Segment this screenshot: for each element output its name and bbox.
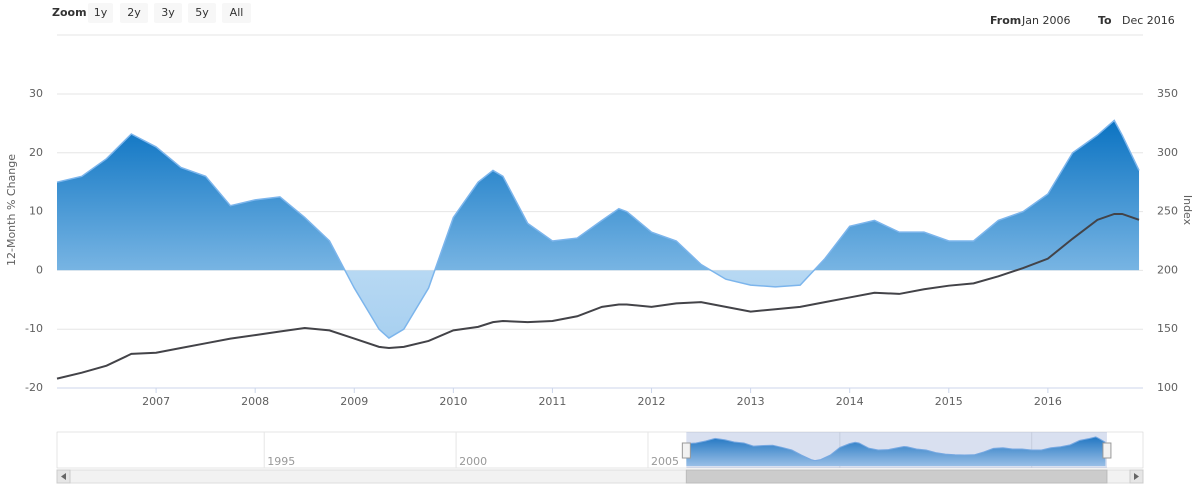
x-tick-label: 2016 [1034,395,1062,408]
navigator-mask[interactable] [686,432,1107,468]
zoom-button[interactable]: 2y [120,3,148,23]
zoom-button-bg [120,3,148,23]
navigator-handle[interactable] [681,442,691,459]
zoom-button-label: 5y [195,6,209,19]
y2-tick-label: 250 [1157,205,1178,218]
y-tick-label: 0 [36,263,43,276]
zoom-button-bg [154,3,182,23]
x-tick-label: 2010 [439,395,467,408]
y2-tick-label: 150 [1157,322,1178,335]
zoom-button[interactable]: 1y [88,3,113,23]
zoom-button-bg [222,3,251,23]
navigator-tick-label: 1995 [267,455,295,468]
y2-tick-label: 350 [1157,87,1178,100]
zoom-button[interactable]: All [222,3,251,23]
y-tick-label: 20 [29,146,43,159]
x-tick-label: 2012 [638,395,666,408]
y-axis-title: 12-Month % Change [5,154,18,266]
zoom-button[interactable]: 5y [188,3,216,23]
navigator-tick-label: 2005 [651,455,679,468]
to-label: To [1098,14,1112,27]
from-label: From [990,14,1021,27]
y2-tick-label: 100 [1157,381,1178,394]
scrollbar-thumb[interactable] [685,469,1108,484]
arrow-left [61,473,66,480]
navigator-line [686,436,1106,462]
area-positive [57,120,1140,270]
zoom-button-bg [88,3,113,23]
y-tick-label: 10 [29,205,43,218]
x-tick-label: 2014 [836,395,864,408]
zoom-button-label: 1y [94,6,108,19]
to-input[interactable]: Dec 2016 [1122,14,1175,27]
x-tick-label: 2015 [935,395,963,408]
y-tick-label: -20 [25,381,43,394]
zoom-button-bg [188,3,216,23]
y-tick-label: 30 [29,87,43,100]
navigator-tick-label: 2000 [459,455,487,468]
y2-axis-title: Index [1181,195,1194,226]
x-tick-label: 2013 [737,395,765,408]
zoom-button[interactable]: 3y [154,3,182,23]
y-tick-label: -10 [25,322,43,335]
y2-tick-label: 200 [1157,263,1178,276]
x-tick-label: 2011 [538,395,566,408]
navigator-handle[interactable] [1102,442,1112,459]
area-line [56,119,1140,339]
x-tick-label: 2008 [241,395,269,408]
x-tick-label: 2007 [142,395,170,408]
zoom-button-label: 3y [161,6,175,19]
zoom-button-label: All [230,6,244,19]
y2-tick-label: 300 [1157,146,1178,159]
from-input[interactable]: Jan 2006 [1021,14,1070,27]
x-tick-label: 2009 [340,395,368,408]
arrow-right [1134,473,1139,480]
line [56,212,1140,380]
navigator-area [686,436,1106,466]
zoom-button-label: 2y [127,6,141,19]
zoom-label: Zoom [52,6,87,19]
